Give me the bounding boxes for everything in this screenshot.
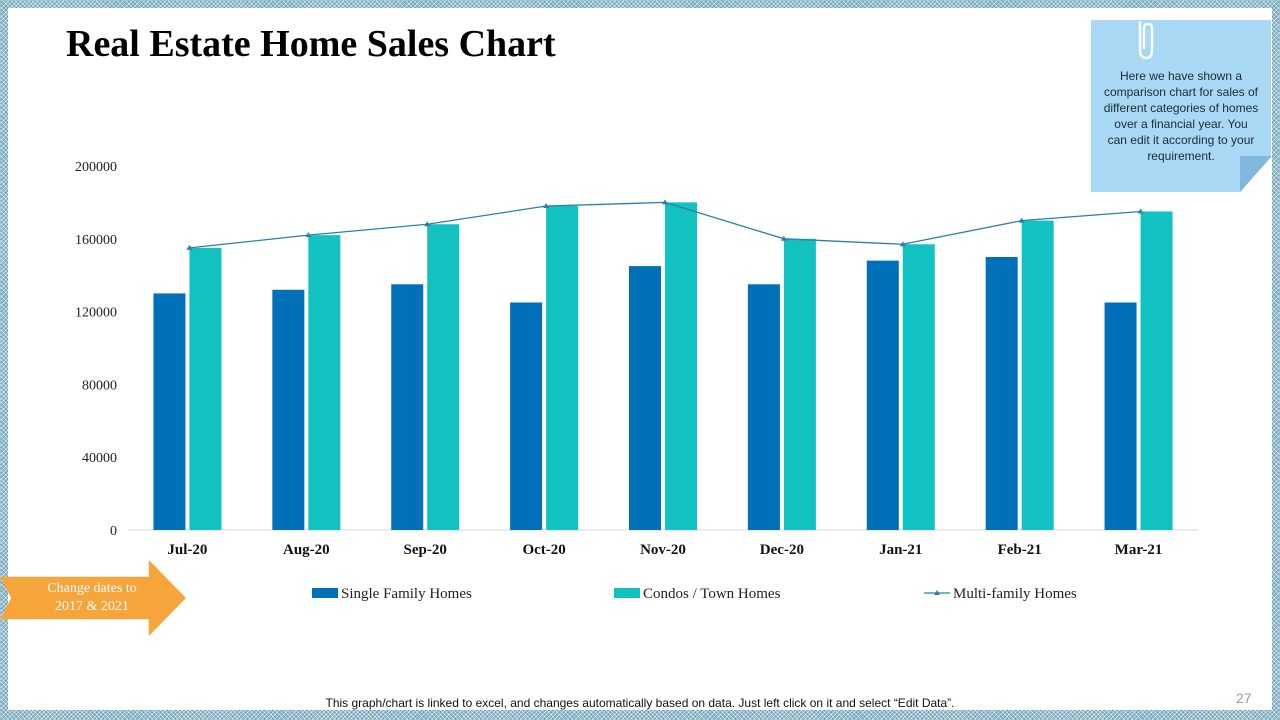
footer-note: This graph/chart is linked to excel, and… bbox=[325, 696, 955, 710]
marker-multi-family bbox=[424, 221, 431, 227]
bar-single-family bbox=[747, 284, 780, 530]
bar-condos bbox=[1021, 220, 1054, 530]
x-tick-label: Nov-20 bbox=[640, 542, 686, 558]
bar-condos bbox=[1140, 211, 1173, 530]
y-tick-label: 160000 bbox=[75, 233, 117, 248]
page-number: 27 bbox=[1236, 690, 1252, 706]
bar-condos bbox=[665, 202, 697, 530]
x-tick-label: Feb-21 bbox=[998, 542, 1042, 558]
x-tick-label: Oct-20 bbox=[522, 542, 565, 558]
x-tick-label: Aug-20 bbox=[283, 542, 330, 558]
bar-condos bbox=[427, 224, 460, 531]
x-tick-label: Sep-20 bbox=[404, 542, 447, 558]
bar-condos bbox=[902, 244, 935, 530]
bar-single-family bbox=[153, 293, 186, 530]
legend-label: Multi-family Homes bbox=[953, 586, 1077, 602]
bar-single-family bbox=[866, 260, 899, 530]
change-dates-callout: Change dates to 2017 & 2021 bbox=[22, 580, 162, 616]
x-tick-label: Jan-21 bbox=[879, 542, 922, 558]
bar-single-family bbox=[391, 284, 424, 530]
legend-swatch bbox=[312, 588, 338, 598]
marker-multi-family bbox=[662, 199, 668, 205]
legend-swatch bbox=[614, 588, 640, 598]
marker-multi-family bbox=[1018, 217, 1025, 223]
x-tick-label: Jul-20 bbox=[167, 542, 207, 558]
y-tick-label: 120000 bbox=[75, 306, 117, 321]
bar-single-family bbox=[272, 289, 305, 530]
marker-multi-family bbox=[305, 232, 312, 238]
y-tick-label: 200000 bbox=[75, 160, 117, 175]
bar-condos bbox=[308, 235, 341, 530]
callout-line-2: 2017 & 2021 bbox=[55, 599, 129, 614]
marker-multi-family bbox=[543, 203, 550, 209]
marker-multi-family bbox=[899, 241, 906, 247]
y-tick-label: 80000 bbox=[82, 378, 117, 393]
x-tick-label: Mar-21 bbox=[1115, 542, 1163, 558]
x-tick-label: Dec-20 bbox=[760, 542, 804, 558]
slide-title: Real Estate Home Sales Chart bbox=[66, 23, 556, 65]
legend-swatch-marker bbox=[934, 590, 940, 595]
bar-condos bbox=[189, 247, 222, 530]
y-tick-label: 40000 bbox=[82, 451, 117, 466]
bar-condos bbox=[546, 206, 579, 531]
bar-single-family bbox=[985, 257, 1018, 530]
bar-single-family bbox=[1104, 302, 1137, 530]
callout-line-1: Change dates to bbox=[47, 581, 137, 596]
marker-multi-family bbox=[780, 235, 787, 241]
paperclip-icon bbox=[1138, 20, 1154, 60]
marker-multi-family bbox=[1137, 208, 1144, 214]
legend-label: Condos / Town Homes bbox=[643, 586, 781, 602]
y-tick-label: 0 bbox=[110, 524, 117, 539]
bar-single-family bbox=[510, 302, 543, 530]
marker-multi-family bbox=[186, 244, 193, 250]
bar-condos bbox=[783, 238, 816, 531]
bar-single-family bbox=[629, 266, 661, 530]
legend-label: Single Family Homes bbox=[341, 586, 472, 602]
